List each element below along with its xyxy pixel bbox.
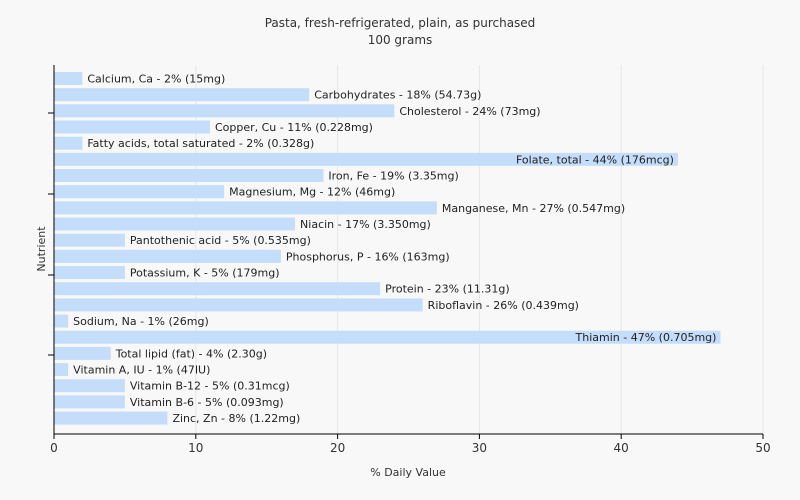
x-tick-label: 40 (614, 441, 629, 455)
bar-label: Vitamin B-6 - 5% (0.093mg) (130, 396, 284, 409)
bar-label: Protein - 23% (11.31g) (385, 283, 510, 296)
bar-label: Total lipid (fat) - 4% (2.30g) (115, 347, 267, 360)
bar-label: Fatty acids, total saturated - 2% (0.328… (87, 137, 314, 150)
bar-label: Sodium, Na - 1% (26mg) (73, 315, 209, 328)
bar-label: Magnesium, Mg - 12% (46mg) (229, 186, 395, 199)
bar-label: Manganese, Mn - 27% (0.547mg) (442, 202, 625, 215)
bars-group: Calcium, Ca - 2% (15mg) Carbohydrates - 1… (54, 72, 721, 425)
x-tick-label: 50 (755, 441, 770, 455)
bar (54, 104, 395, 118)
bar (54, 136, 83, 150)
bar-label: Cholesterol - 24% (73mg) (399, 105, 540, 118)
bar-label: Pantothenic acid - 5% (0.535mg) (130, 234, 311, 247)
bar-label: Vitamin A, IU - 1% (47IU) (73, 364, 210, 377)
bar-label: Potassium, K - 5% (179mg) (130, 267, 280, 280)
bar (54, 185, 225, 199)
bar (54, 411, 168, 425)
x-tick-label: 0 (50, 441, 58, 455)
bar (54, 266, 125, 280)
bar (54, 201, 437, 215)
bar-label: Zinc, Zn - 8% (1.22mg) (172, 412, 300, 425)
bar-label: Calcium, Ca - 2% (15mg) (87, 73, 225, 86)
bar-label: Folate, total - 44% (176mcg) (516, 153, 674, 166)
y-axis-label: Nutrient (35, 226, 48, 272)
bar (54, 346, 111, 360)
bar (54, 152, 678, 166)
bar-label: Vitamin B-12 - 5% (0.31mcg) (130, 380, 290, 393)
bar (54, 298, 423, 312)
bar (54, 282, 381, 296)
bar-label: Copper, Cu - 11% (0.228mg) (215, 121, 373, 134)
x-tick-label: 20 (330, 441, 345, 455)
bar (54, 169, 324, 183)
bar (54, 379, 125, 393)
bar (54, 395, 125, 409)
x-tick-label: 30 (472, 441, 487, 455)
bar-label: Carbohydrates - 18% (54.73g) (314, 89, 481, 102)
x-tick-label: 10 (188, 441, 203, 455)
bar (54, 217, 296, 231)
axes-group: 0 10 20 30 40 50 (48, 65, 771, 455)
bar-label: Riboflavin - 26% (0.439mg) (428, 299, 579, 312)
bar-label: Niacin - 17% (3.350mg) (300, 218, 431, 231)
bar (54, 363, 69, 377)
bar-label: Thiamin - 47% (0.705mg) (575, 331, 717, 344)
bar (54, 72, 83, 85)
bar-label: Phosphorus, P - 16% (163mg) (286, 250, 450, 263)
chart-title: Pasta, fresh-refrigerated, plain, as pur… (265, 16, 536, 30)
bar-label: Iron, Fe - 19% (3.35mg) (328, 170, 458, 183)
bar (54, 314, 69, 328)
x-axis-label: % Daily Value (370, 466, 446, 479)
chart-subtitle: 100 grams (368, 33, 433, 47)
bar (54, 249, 281, 263)
bar (54, 120, 210, 134)
bar (54, 330, 721, 344)
bar (54, 88, 310, 102)
bar (54, 233, 125, 247)
